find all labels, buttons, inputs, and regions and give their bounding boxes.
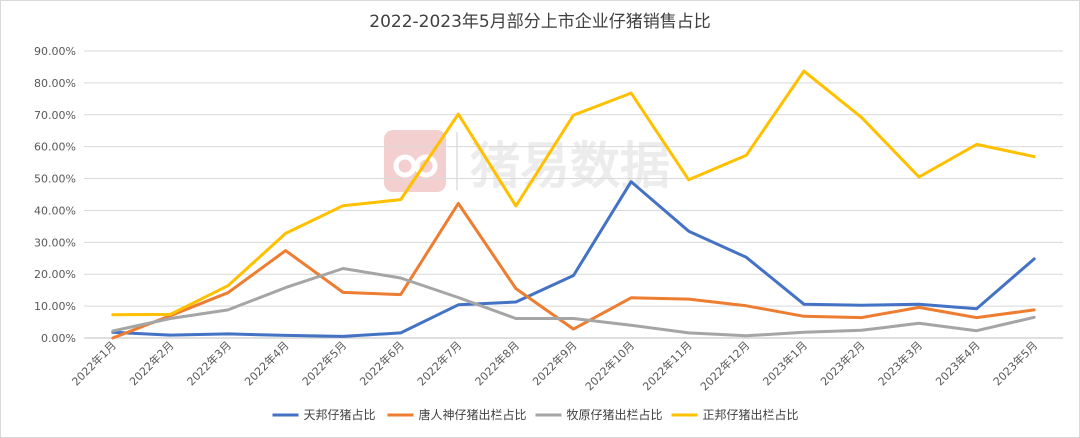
legend-label: 正邦仔猪出栏占比 bbox=[703, 407, 799, 422]
series-lines bbox=[111, 69, 1036, 340]
x-axis: 2022年1月 2022年2月 2022年3月 2022年4月 2022年5月 2022年… bbox=[69, 337, 1063, 393]
x-tick-label: 2022年8月 bbox=[472, 338, 522, 388]
legend: 天邦仔猪占比 唐人神仔猪出栏占比 牧原仔猪出栏占比 正邦仔猪出栏占比 bbox=[272, 407, 799, 422]
x-tick-label: 2022年4月 bbox=[241, 338, 291, 388]
x-tick-label: 2022年5月 bbox=[299, 338, 349, 388]
watermark-text: 猪易数据 bbox=[470, 137, 670, 195]
x-tick-label: 2023年4月 bbox=[933, 338, 983, 388]
x-tick-label: 2023年2月 bbox=[817, 338, 867, 388]
watermark-divider bbox=[456, 132, 458, 190]
y-tick-label: 10.00% bbox=[34, 300, 76, 313]
x-tick-label: 2022年6月 bbox=[357, 338, 407, 388]
x-tick-label: 2023年5月 bbox=[990, 338, 1040, 388]
y-tick-label: 70.00% bbox=[34, 109, 76, 122]
x-tick-label: 2022年1月 bbox=[69, 338, 119, 388]
x-tick-label: 2022年10月 bbox=[582, 338, 637, 393]
legend-label: 唐人神仔猪出栏占比 bbox=[419, 407, 527, 422]
watermark-logo-ring-left bbox=[393, 154, 417, 178]
y-axis-tick-labels: 0.00% 10.00% 20.00% 30.00% 40.00% 50.00% 60.00… bbox=[34, 45, 76, 345]
watermark-logo-ring-right bbox=[414, 154, 438, 178]
x-tick-label: 2022年11月 bbox=[640, 338, 695, 393]
x-tick-label: 2022年2月 bbox=[126, 338, 176, 388]
y-tick-label: 80.00% bbox=[34, 77, 76, 90]
y-tick-label: 40.00% bbox=[34, 204, 76, 217]
y-tick-label: 0.00% bbox=[41, 332, 76, 345]
x-tick-label: 2023年3月 bbox=[875, 338, 925, 388]
x-tick-label: 2022年3月 bbox=[184, 338, 234, 388]
y-tick-label: 20.00% bbox=[34, 268, 76, 281]
x-tick-label: 2022年7月 bbox=[414, 338, 464, 388]
series-line-2 bbox=[111, 267, 1036, 338]
legend-label: 牧原仔猪出栏占比 bbox=[567, 407, 663, 422]
y-tick-label: 30.00% bbox=[34, 236, 76, 249]
series-line-3 bbox=[111, 69, 1036, 317]
y-tick-label: 90.00% bbox=[34, 45, 76, 58]
series-line-0 bbox=[111, 180, 1036, 338]
legend-label: 天邦仔猪占比 bbox=[304, 407, 376, 422]
y-tick-label: 60.00% bbox=[34, 141, 76, 154]
gridlines bbox=[84, 50, 1063, 307]
y-tick-label: 50.00% bbox=[34, 173, 76, 186]
x-tick-label: 2022年12月 bbox=[697, 338, 752, 393]
chart-title: 2022-2023年5月部分上市企业仔猪销售占比 bbox=[369, 12, 710, 32]
x-tick-label: 2023年1月 bbox=[760, 338, 810, 388]
series-line-1 bbox=[111, 201, 1036, 340]
x-tick-label: 2022年9月 bbox=[529, 338, 579, 388]
